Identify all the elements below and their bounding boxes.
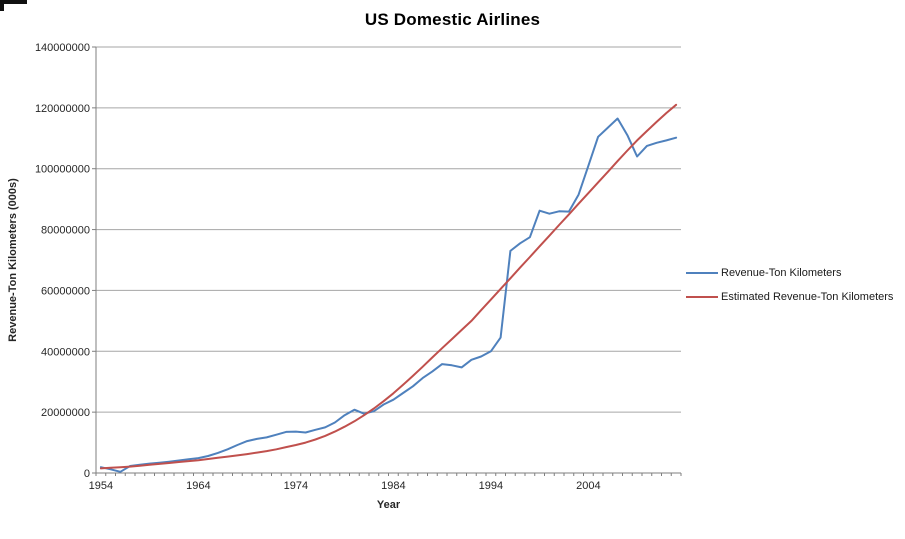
window-corner-artifact <box>0 0 4 11</box>
y-tick-label: 20000000 <box>41 407 90 419</box>
y-tick-label: 60000000 <box>41 285 90 297</box>
legend-swatch-icon <box>686 296 718 298</box>
chart-title: US Domestic Airlines <box>364 10 541 29</box>
series-line-1 <box>99 103 678 470</box>
x-axis-title: Year <box>376 499 401 511</box>
y-tick-label: 120000000 <box>35 103 90 115</box>
legend: Revenue-Ton Kilometers Estimated Revenue-… <box>686 261 893 309</box>
legend-item-1: Estimated Revenue-Ton Kilometers <box>686 285 893 309</box>
x-tick-label: 1964 <box>186 480 210 492</box>
y-tick-label: 100000000 <box>35 164 90 176</box>
series-line-0 <box>99 117 678 473</box>
y-tick-label: 0 <box>84 468 90 480</box>
x-tick-label: 1954 <box>89 480 113 492</box>
y-tick-label: 40000000 <box>41 346 90 358</box>
x-tick-label: 1974 <box>284 480 308 492</box>
x-tick-label: 2004 <box>576 480 600 492</box>
legend-label: Estimated Revenue-Ton Kilometers <box>721 291 894 303</box>
x-tick-label: 1994 <box>479 480 503 492</box>
legend-swatch-icon <box>686 272 718 274</box>
legend-item-0: Revenue-Ton Kilometers <box>686 261 893 285</box>
y-tick-label: 80000000 <box>41 225 90 237</box>
legend-label: Revenue-Ton Kilometers <box>721 267 842 279</box>
y-tick-label: 140000000 <box>35 42 90 54</box>
x-tick-label: 1984 <box>381 480 405 492</box>
window-corner-artifact <box>0 0 27 4</box>
